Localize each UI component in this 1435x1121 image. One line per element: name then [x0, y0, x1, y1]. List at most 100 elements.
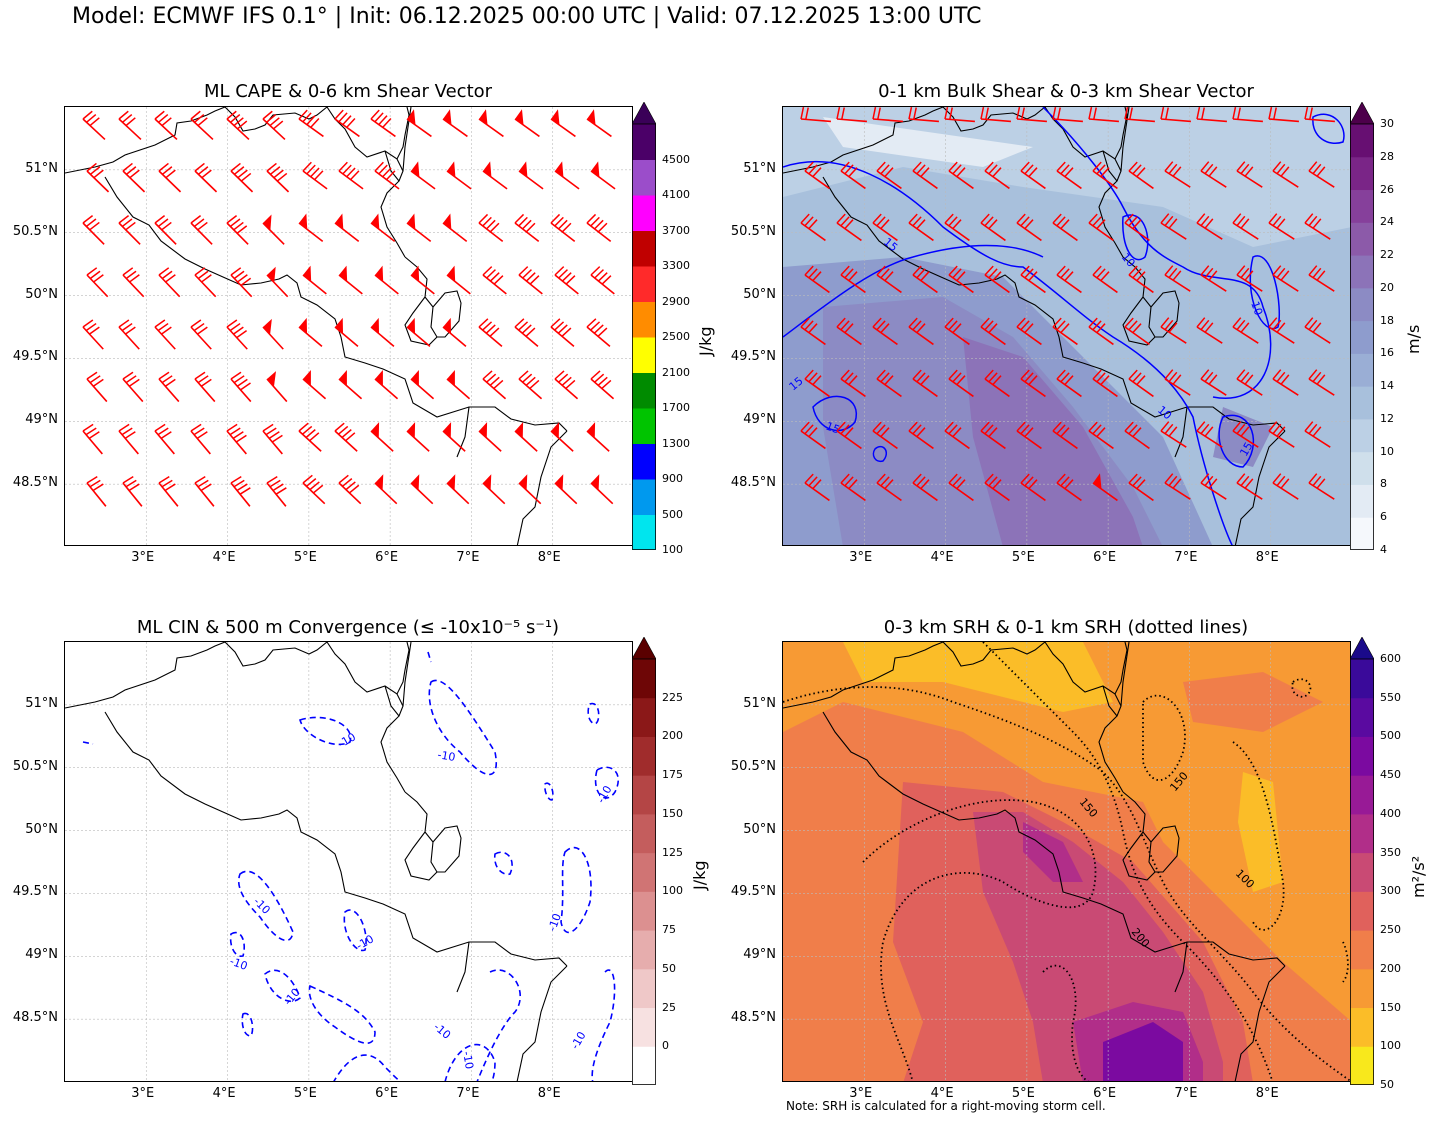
- colorbar-tick-label: 175: [662, 768, 683, 782]
- barb-staff: [154, 430, 175, 455]
- barb-feather: [804, 320, 814, 331]
- colorbar-segment: [1350, 287, 1374, 322]
- barb-feather: [86, 267, 98, 276]
- barb-feather: [1024, 476, 1034, 487]
- barb-feather: [85, 218, 97, 228]
- colorbar-tick-label: 900: [662, 472, 683, 485]
- barb-pennant: [587, 109, 596, 126]
- barb-feather: [916, 476, 926, 487]
- barb-feather: [884, 271, 894, 282]
- barb-pennant: [447, 161, 456, 178]
- barb-feather: [89, 326, 100, 335]
- barb-feather: [1128, 369, 1138, 380]
- barb-pennant: [587, 422, 596, 439]
- barb-feather: [1064, 479, 1074, 490]
- barb-feather: [920, 167, 930, 178]
- barb-staff: [370, 326, 395, 347]
- contour-line: [872, 445, 887, 463]
- barb-feather: [334, 422, 345, 432]
- barb-feather: [1088, 213, 1098, 224]
- contour-line: [982, 642, 1274, 1081]
- barb-feather: [240, 277, 252, 287]
- barb-feather: [1232, 107, 1237, 120]
- barb-pennant: [443, 317, 452, 334]
- barb-feather: [565, 275, 576, 285]
- border-line: [516, 965, 568, 1081]
- lon-tick-label: 7°E: [456, 1086, 480, 1101]
- barb-feather: [121, 218, 133, 228]
- colorbar-tick-label: 225: [662, 690, 683, 704]
- barb-feather: [1232, 317, 1242, 328]
- barb-feather: [1172, 478, 1182, 489]
- barb-feather: [880, 323, 890, 334]
- barb-feather: [1088, 421, 1098, 432]
- barb-feather: [1244, 270, 1254, 281]
- barb-feather: [1172, 270, 1182, 281]
- colorbar-label-cin: J/kg: [690, 860, 709, 890]
- border-line: [1142, 296, 1152, 308]
- barb-feather: [1060, 476, 1070, 487]
- border-line: [783, 642, 944, 709]
- lat-tick-label: 51°N: [25, 695, 58, 711]
- colorbar-segment: [632, 372, 656, 409]
- barb-feather: [550, 318, 561, 328]
- barb-pennant: [555, 474, 564, 491]
- barb-feather: [1276, 475, 1286, 487]
- barb-pennant: [447, 265, 456, 282]
- barb-feather: [912, 473, 922, 484]
- barb-staff: [554, 482, 578, 505]
- barb-feather: [1160, 213, 1170, 224]
- barb-pennant: [551, 109, 560, 126]
- barb-feather: [1052, 213, 1062, 224]
- barb-feather: [306, 115, 316, 126]
- barb-feather: [1057, 107, 1061, 120]
- barb-feather: [1100, 271, 1110, 282]
- colorbar-tick-label: 300: [1380, 884, 1401, 898]
- barb-feather: [812, 167, 822, 178]
- border-line: [1120, 107, 1130, 172]
- barb-feather: [1280, 374, 1290, 385]
- barb-staff: [86, 378, 108, 403]
- colorbar-segment: [632, 337, 656, 373]
- barb-feather: [1064, 375, 1074, 386]
- border-line: [516, 430, 568, 545]
- colorbar-segment: [1350, 222, 1374, 256]
- barb-feather: [489, 327, 500, 337]
- barb-feather: [884, 167, 894, 178]
- lon-tick-label: 5°E: [293, 550, 317, 565]
- barb-feather: [800, 213, 810, 224]
- barb-pennant: [479, 422, 488, 439]
- barb-feather: [1200, 369, 1210, 380]
- lon-tick-label: 4°E: [212, 1086, 236, 1101]
- barb-feather: [1020, 161, 1030, 172]
- contour-label: 10: [1248, 300, 1265, 318]
- barb-feather: [880, 164, 890, 175]
- lat-tick-label: 50°N: [743, 286, 776, 302]
- colorbar-segment: [1350, 255, 1374, 289]
- barb-feather: [872, 317, 882, 328]
- colorbar-segment: [1350, 697, 1374, 737]
- barb-feather: [160, 431, 172, 439]
- barb-feather: [1268, 421, 1278, 432]
- barb-feather: [125, 270, 137, 280]
- barb-feather: [920, 375, 930, 386]
- barb-pennant: [299, 317, 308, 334]
- contour-label: -10: [436, 748, 456, 764]
- barb-feather: [154, 423, 166, 432]
- barb-feather: [233, 221, 244, 231]
- colorbar-tick-label: 24: [1380, 215, 1394, 229]
- barb-feather: [121, 427, 133, 436]
- barb-feather: [988, 219, 998, 230]
- barb-feather: [125, 326, 136, 335]
- barb-feather: [1276, 267, 1286, 279]
- barb-feather: [1208, 374, 1218, 385]
- barb-feather: [341, 429, 352, 439]
- barb-feather: [1136, 271, 1146, 282]
- barb-staff: [334, 222, 360, 243]
- panel-title-cape: ML CAPE & 0-6 km Shear Vector: [203, 81, 493, 102]
- barb-feather: [1236, 319, 1246, 331]
- barb-feather: [597, 327, 608, 337]
- barb-feather: [1312, 267, 1322, 279]
- barb-feather: [1128, 216, 1138, 227]
- border-line: [456, 941, 470, 993]
